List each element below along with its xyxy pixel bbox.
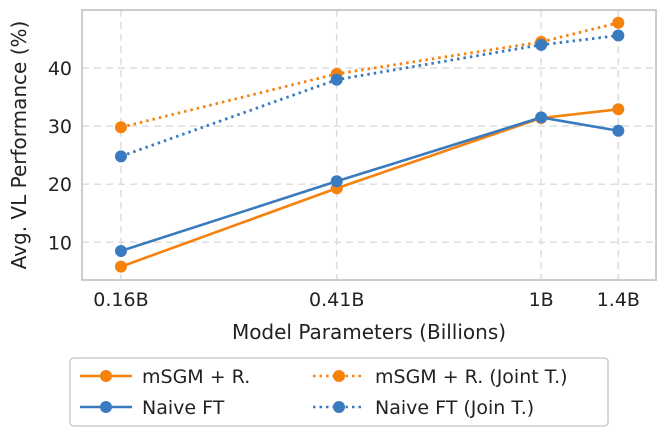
x-tick-label: 0.41B	[309, 289, 364, 311]
data-point	[612, 124, 625, 137]
data-point	[330, 73, 343, 86]
legend-marker	[100, 401, 112, 413]
tick-labels: 0.16B 0.41B 1B 1.4B 10 20 30 40	[48, 58, 640, 311]
series-layer	[114, 16, 625, 273]
legend-marker	[333, 401, 345, 413]
series-line	[120, 107, 619, 268]
y-tick-label: 10	[48, 232, 72, 254]
data-point	[114, 244, 127, 257]
legend-label: Naive FT (Join T.)	[375, 397, 534, 419]
plot-frame	[81, 9, 657, 281]
y-tick-label: 20	[48, 174, 72, 196]
data-point	[612, 16, 625, 29]
y-axis-label: Avg. VL Performance (%)	[7, 21, 31, 270]
x-tick-label: 0.16B	[93, 289, 148, 311]
legend-box	[69, 357, 609, 427]
y-tick-label: 40	[48, 58, 72, 80]
data-point	[330, 175, 343, 188]
legend-marker	[333, 370, 345, 382]
x-tick-label: 1.4B	[597, 289, 640, 311]
grid-lines	[82, 10, 656, 280]
data-point	[535, 38, 548, 51]
data-point	[535, 111, 548, 124]
data-point	[114, 150, 127, 163]
x-axis-label: Model Parameters (Billions)	[232, 320, 506, 344]
legend-label: Naive FT	[142, 397, 225, 419]
series-line	[120, 21, 619, 129]
data-point	[114, 260, 127, 273]
x-tick-label: 1B	[529, 289, 554, 311]
legend-label: mSGM + R.	[142, 366, 250, 388]
y-tick-label: 30	[48, 116, 72, 138]
series-line	[120, 34, 619, 158]
legend-label: mSGM + R. (Joint T.)	[375, 366, 568, 388]
series-line	[120, 116, 619, 253]
data-point	[114, 121, 127, 134]
data-point	[612, 29, 625, 42]
legend: mSGM + R. Naive FT mSGM + R. (Joint T.) Nai…	[69, 357, 609, 427]
data-point	[612, 103, 625, 116]
legend-marker	[100, 370, 112, 382]
